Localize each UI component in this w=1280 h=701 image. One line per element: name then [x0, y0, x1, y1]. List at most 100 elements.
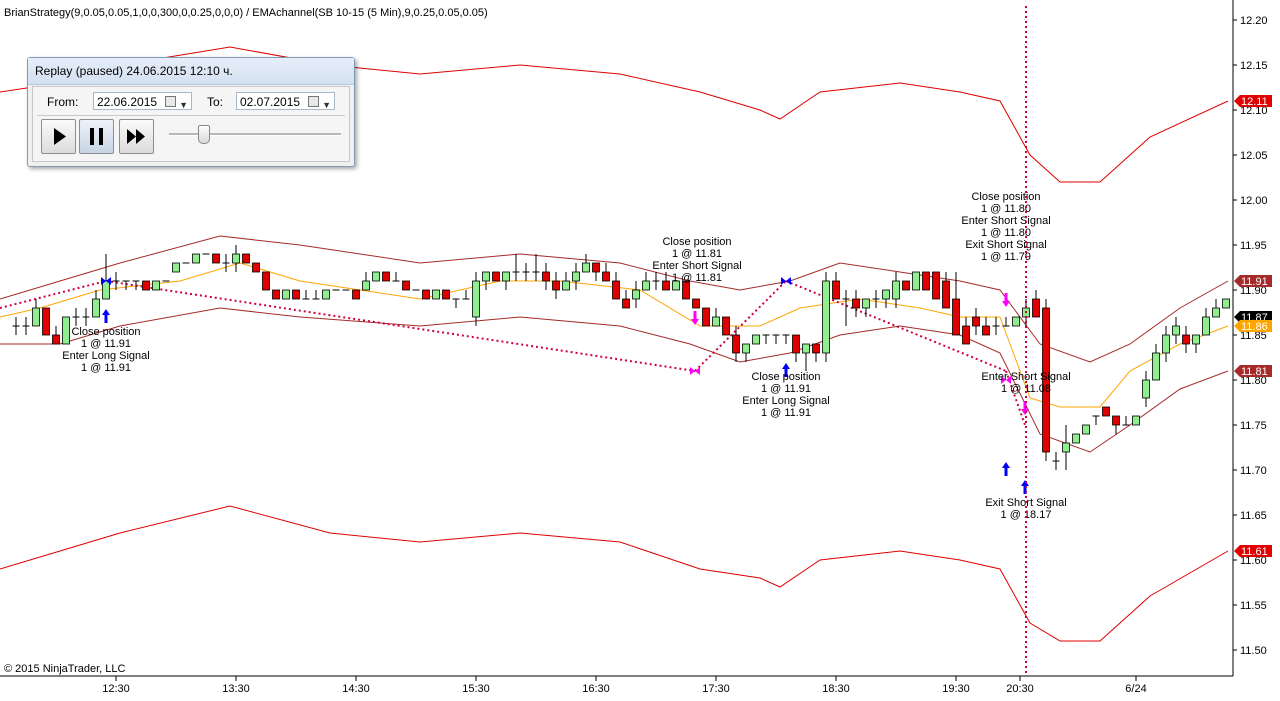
y-axis-labels: 12.20 12.15 12.10 12.05 12.00 11.95 11.90 11.85… [1233, 15, 1268, 657]
candle-body [672, 280, 680, 291]
y-tick-label: 11.50 [1240, 645, 1267, 657]
candle-body [172, 262, 180, 273]
from-date-picker[interactable]: 22.06.2015 ▼ [93, 92, 192, 110]
candle-body [602, 271, 610, 282]
candle-body [1102, 406, 1110, 417]
candle-body [322, 289, 330, 300]
trade-signals [101, 277, 1029, 494]
x-tick-label: 15:30 [462, 683, 490, 695]
candle-body [852, 298, 860, 309]
candle-body [722, 316, 730, 336]
annotation-text: 1 @ 11.79 [981, 251, 1031, 263]
pause-button[interactable] [79, 119, 114, 154]
long-entry-arrow-icon [102, 309, 110, 323]
trade-lines [0, 280, 1026, 426]
candle-body [632, 289, 640, 300]
execution-marker-icon [781, 277, 786, 285]
candle-body [952, 298, 960, 336]
candle-body [1082, 424, 1090, 435]
price-badge [1234, 320, 1272, 332]
annotation-text: Close position [71, 326, 140, 338]
y-tick-label: 11.95 [1240, 240, 1267, 252]
candle-body [212, 253, 220, 264]
candle-body [252, 262, 260, 273]
candle-body [812, 343, 820, 354]
candle-body [442, 289, 450, 300]
candle-body [662, 280, 670, 291]
annotation-text: 1 @ 11.91 [81, 362, 131, 374]
candle-body [892, 280, 900, 300]
annotation-text: Enter Short Signal [652, 260, 741, 272]
annotation-text: Enter Short Signal [961, 215, 1050, 227]
candle-body [792, 334, 800, 354]
y-tick-label: 12.15 [1240, 60, 1268, 72]
trade-line [105, 280, 696, 372]
candle-body [962, 325, 970, 345]
candle-body [1132, 415, 1140, 426]
to-date-value: 02.07.2015 [240, 95, 301, 109]
calendar-icon[interactable] [308, 96, 319, 107]
y-tick-label: 11.85 [1240, 330, 1267, 342]
candle-body [1162, 334, 1170, 354]
short-entry-arrow-icon [691, 311, 699, 325]
candle-body [92, 298, 100, 318]
execution-marker-icon [690, 367, 695, 375]
fast-forward-button[interactable] [119, 119, 154, 154]
price-badge-label: 12.11 [1241, 96, 1268, 108]
candlesticks [12, 245, 1230, 470]
chevron-down-icon[interactable]: ▼ [179, 100, 188, 110]
chart-header-label: BrianStrategy(9,0.05,0.05,1,0,0,300,0,0.… [4, 7, 488, 19]
annotation-text: 1 @ 11.81 [672, 248, 722, 260]
candle-body [1032, 298, 1040, 318]
pause-icon [90, 128, 103, 145]
annotation-text: Close position [971, 191, 1040, 203]
candle-body [482, 271, 490, 282]
candle-body [732, 334, 740, 354]
candle-body [1172, 325, 1180, 336]
fast-forward-icon [127, 129, 145, 144]
candle-body [492, 271, 500, 282]
divider [37, 115, 345, 116]
annotation-text: 1 @ 11.91 [81, 338, 131, 350]
y-tick-label: 12.00 [1240, 195, 1268, 207]
annotation-text: 1 @ 18.17 [1001, 509, 1052, 521]
candle-body [1152, 352, 1160, 381]
x-tick-label: 14:30 [342, 683, 370, 695]
trade-line [0, 280, 107, 309]
from-label: From: [47, 95, 79, 109]
x-tick-label: 12:30 [102, 683, 130, 695]
candle-body [142, 280, 150, 291]
play-button[interactable] [41, 119, 76, 154]
copyright-label: © 2015 NinjaTrader, LLC [4, 663, 125, 675]
candle-body [352, 289, 360, 300]
calendar-icon[interactable] [165, 96, 176, 107]
slider-thumb[interactable] [198, 125, 211, 144]
candle-body [372, 271, 380, 282]
from-date-value: 22.06.2015 [97, 95, 158, 109]
candle-body [912, 271, 920, 291]
execution-marker-icon [101, 277, 106, 285]
candle-body [102, 280, 110, 300]
execution-marker-icon [786, 277, 791, 285]
candle-body [922, 271, 930, 291]
execution-marker-icon [1001, 376, 1006, 384]
x-axis-labels: 12:30 13:30 14:30 15:30 16:30 17:30 18:30 19:30… [102, 676, 1147, 695]
chevron-down-icon[interactable]: ▼ [322, 100, 331, 110]
candle-body [1042, 307, 1050, 453]
price-badge-label: 11.61 [1241, 546, 1268, 558]
candle-body [1012, 316, 1020, 327]
candle-body [52, 334, 60, 345]
replay-speed-slider[interactable] [169, 133, 341, 136]
candle-body [382, 271, 390, 282]
x-tick-label: 6/24 [1125, 683, 1146, 695]
annotation-text: Enter Long Signal [62, 350, 149, 362]
candle-body [562, 280, 570, 291]
to-date-picker[interactable]: 02.07.2015 ▼ [236, 92, 335, 110]
x-tick-label: 18:30 [822, 683, 850, 695]
annotation-text: 1 @ 11.91 [761, 407, 811, 419]
outer-lower-band [0, 505, 1229, 642]
candle-body [982, 325, 990, 336]
candle-body [592, 262, 600, 273]
